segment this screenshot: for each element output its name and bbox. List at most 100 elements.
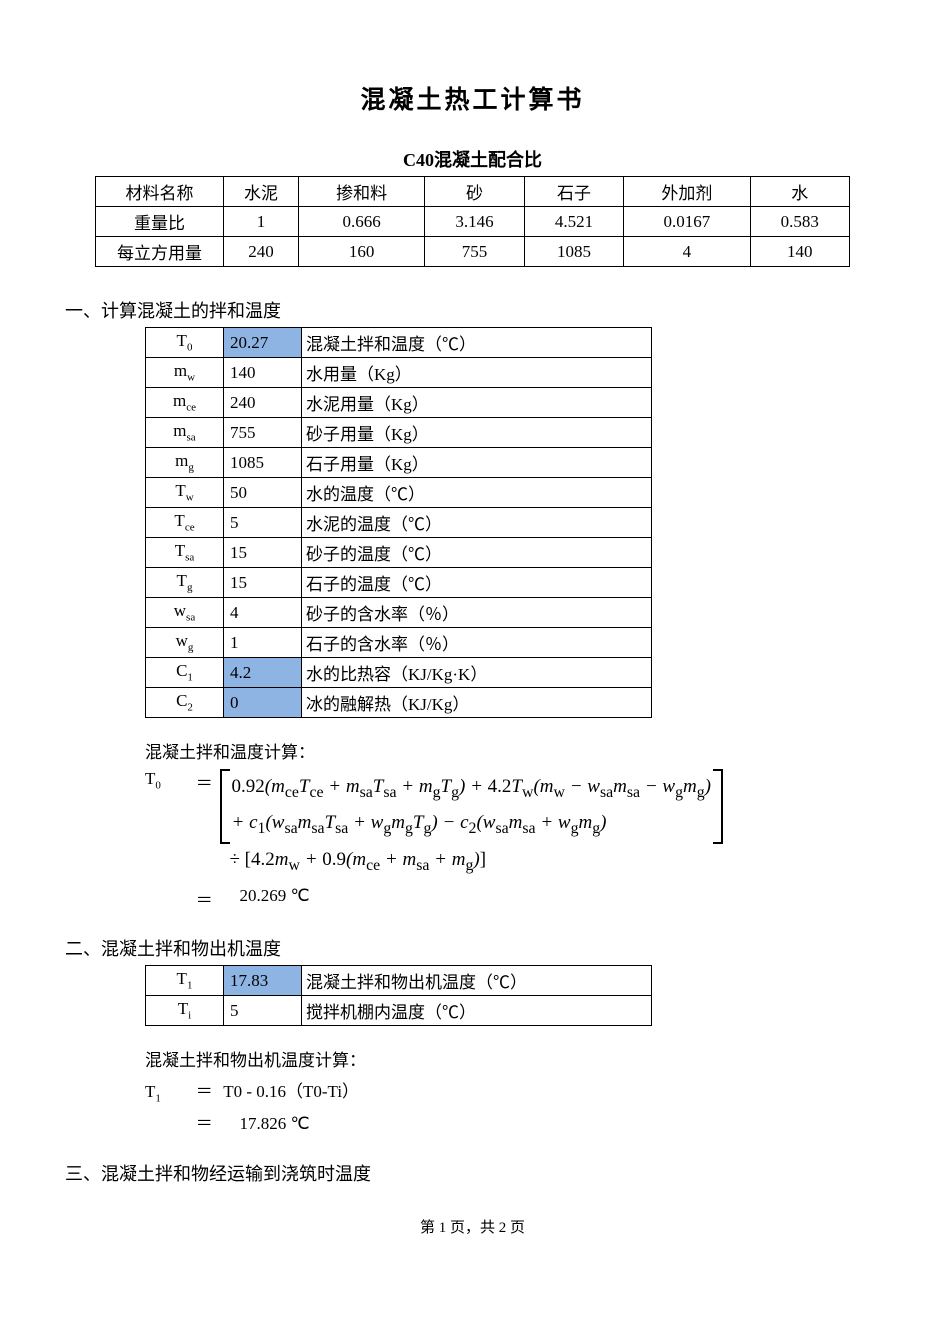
table-row: T117.83混凝土拌和物出机温度（℃） [146, 966, 652, 996]
section2-formula: T1 ＝ T0 - 0.16（T0-Ti） ＝ 17.826 ℃ [145, 1077, 850, 1140]
param-value: 4 [224, 598, 302, 628]
param-symbol: Tg [146, 568, 224, 598]
param-desc: 水用量（Kg） [302, 358, 652, 388]
page-title: 混凝土热工计算书 [95, 80, 850, 116]
table-row: Tsa15砂子的温度（℃） [146, 538, 652, 568]
table-row: 材料名称水泥掺和料砂石子外加剂水 [96, 177, 850, 207]
param-symbol: msa [146, 418, 224, 448]
param-value: 5 [224, 508, 302, 538]
param-value: 1085 [224, 448, 302, 478]
table-cell: 0.583 [750, 207, 850, 237]
table-cell: 砂 [425, 177, 524, 207]
param-symbol: mw [146, 358, 224, 388]
table-cell: 水泥 [224, 177, 299, 207]
param-symbol: C1 [146, 658, 224, 688]
param-symbol: wg [146, 628, 224, 658]
table-row: Tg15石子的温度（℃） [146, 568, 652, 598]
table-row: T020.27混凝土拌和温度（℃） [146, 328, 652, 358]
param-value: 140 [224, 358, 302, 388]
param-value: 4.2 [224, 658, 302, 688]
param-symbol: Tw [146, 478, 224, 508]
table-cell: 1085 [524, 237, 623, 267]
table-cell: 160 [299, 237, 425, 267]
section2-formula-label: 混凝土拌和物出机温度计算： [145, 1046, 850, 1071]
table-row: mw140水用量（Kg） [146, 358, 652, 388]
table-row: Ti5搅拌机棚内温度（℃） [146, 996, 652, 1026]
table-cell: 240 [224, 237, 299, 267]
param-desc: 水的比热容（KJ/Kg·K） [302, 658, 652, 688]
formula-line1: 0.92(mceTce + msaTsa + mgTg) + 4.2Tw(mw … [232, 776, 711, 797]
param-symbol: Ti [146, 996, 224, 1026]
formula-line2: + c1(wsamsaTsa + wgmgTg) − c2(wsamsa + w… [232, 812, 607, 833]
table-cell: 4.521 [524, 207, 623, 237]
table-row: wsa4砂子的含水率（％） [146, 598, 652, 628]
param-desc: 砂子的温度（℃） [302, 538, 652, 568]
param-desc: 石子的含水率（％） [302, 628, 652, 658]
param-value: 5 [224, 996, 302, 1026]
param-symbol: T1 [146, 966, 224, 996]
table-row: 重量比10.6663.1464.5210.01670.583 [96, 207, 850, 237]
table-row: C14.2水的比热容（KJ/Kg·K） [146, 658, 652, 688]
section1-heading: 一、计算混凝土的拌和温度 [65, 297, 850, 323]
param-desc: 混凝土拌和温度（℃） [302, 328, 652, 358]
param-symbol: C2 [146, 688, 224, 718]
section1-formula: T0 ＝ 0.92(mceTce + msaTsa + mgTg) + 4.2T… [145, 769, 850, 911]
param-desc: 水泥的温度（℃） [302, 508, 652, 538]
table-cell: 水 [750, 177, 850, 207]
param-value: 15 [224, 568, 302, 598]
table-row: msa755砂子用量（Kg） [146, 418, 652, 448]
section1-formula-label: 混凝土拌和温度计算： [145, 738, 850, 763]
table-row: Tw50水的温度（℃） [146, 478, 652, 508]
table-cell: 0.0167 [624, 207, 750, 237]
page-footer: 第 1 页，共 2 页 [95, 1216, 850, 1237]
param-desc: 砂子的含水率（％） [302, 598, 652, 628]
param-desc: 砂子用量（Kg） [302, 418, 652, 448]
param-desc: 冰的融解热（KJ/Kg） [302, 688, 652, 718]
table-cell: 3.146 [425, 207, 524, 237]
section2-result: 17.826 ℃ [224, 1114, 310, 1133]
table-cell: 140 [750, 237, 850, 267]
table-cell: 外加剂 [624, 177, 750, 207]
table-row: Tce5水泥的温度（℃） [146, 508, 652, 538]
table-cell: 掺和料 [299, 177, 425, 207]
param-value: 240 [224, 388, 302, 418]
table-row: 每立方用量24016075510854140 [96, 237, 850, 267]
param-value: 755 [224, 418, 302, 448]
param-desc: 石子的温度（℃） [302, 568, 652, 598]
param-value: 15 [224, 538, 302, 568]
table-cell: 每立方用量 [96, 237, 224, 267]
param-value: 1 [224, 628, 302, 658]
param-symbol: mce [146, 388, 224, 418]
param-symbol: Tsa [146, 538, 224, 568]
param-symbol: wsa [146, 598, 224, 628]
param-desc: 水泥用量（Kg） [302, 388, 652, 418]
section2-heading: 二、混凝土拌和物出机温度 [65, 935, 850, 961]
table-row: mg1085石子用量（Kg） [146, 448, 652, 478]
section1-result: 20.269 ℃ [224, 886, 310, 905]
table-row: wg1石子的含水率（％） [146, 628, 652, 658]
table-row: C20冰的融解热（KJ/Kg） [146, 688, 652, 718]
table-cell: 重量比 [96, 207, 224, 237]
param-desc: 水的温度（℃） [302, 478, 652, 508]
table-cell: 石子 [524, 177, 623, 207]
table-cell: 材料名称 [96, 177, 224, 207]
formula-line3: ÷ [4.2mw + 0.9(mce + msa + mg)] [230, 849, 487, 870]
param-desc: 石子用量（Kg） [302, 448, 652, 478]
table-row: mce240水泥用量（Kg） [146, 388, 652, 418]
param-desc: 搅拌机棚内温度（℃） [302, 996, 652, 1026]
param-desc: 混凝土拌和物出机温度（℃） [302, 966, 652, 996]
param-value: 20.27 [224, 328, 302, 358]
param-value: 17.83 [224, 966, 302, 996]
section2-formula-text: T0 - 0.16（T0-Ti） [223, 1082, 359, 1101]
mix-ratio-table: 材料名称水泥掺和料砂石子外加剂水 重量比10.6663.1464.5210.01… [95, 176, 850, 267]
param-value: 0 [224, 688, 302, 718]
table-cell: 1 [224, 207, 299, 237]
subtitle: C40混凝土配合比 [95, 146, 850, 172]
param-symbol: Tce [146, 508, 224, 538]
param-symbol: mg [146, 448, 224, 478]
section2-params-table: T117.83混凝土拌和物出机温度（℃）Ti5搅拌机棚内温度（℃） [145, 965, 652, 1026]
table-cell: 755 [425, 237, 524, 267]
table-cell: 0.666 [299, 207, 425, 237]
section1-params-table: T020.27混凝土拌和温度（℃）mw140水用量（Kg）mce240水泥用量（… [145, 327, 652, 718]
table-cell: 4 [624, 237, 750, 267]
